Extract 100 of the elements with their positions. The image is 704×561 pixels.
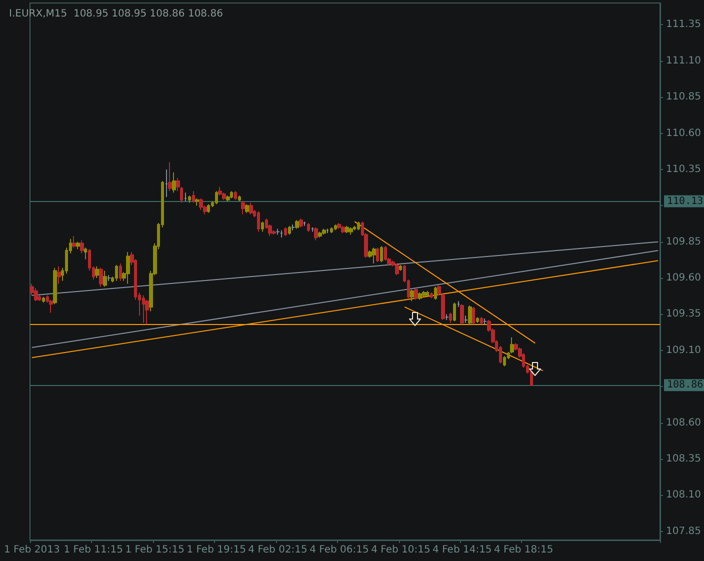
x-tick-label: 4 Feb 02:15 [248, 544, 308, 556]
candlestick [195, 198, 199, 206]
x-tick-label: 4 Feb 18:15 [494, 544, 554, 556]
y-tick-label: 109.10 [666, 344, 702, 356]
ref-line-label: 108.86 [667, 380, 704, 391]
candlestick [238, 195, 241, 202]
candlestick [299, 218, 303, 228]
x-tick-label: 4 Feb 10:15 [371, 544, 430, 556]
y-tick-label: 110.60 [666, 128, 702, 139]
candlestick [145, 299, 149, 325]
y-tick-label: 108.60 [666, 417, 702, 428]
candlestick [241, 200, 245, 215]
candlestick [372, 247, 376, 264]
candlestick [107, 274, 111, 282]
candlestick [330, 226, 333, 234]
candlestick [218, 186, 222, 196]
candlestick [230, 190, 233, 199]
text: I.EURX,M15 108.95 108.95 108.86 108.86 [9, 8, 223, 20]
x-tick-label: 1 Feb 2013 [4, 544, 60, 556]
candlestick [430, 292, 433, 299]
y-tick-label: 111.10 [666, 55, 702, 66]
candlestick [276, 228, 280, 236]
y-tick-label: 109.60 [666, 272, 702, 284]
y-tick-label: 110.35 [666, 164, 702, 175]
y-tick-label: 107.85 [666, 526, 702, 537]
candlestick [480, 316, 483, 325]
candlestick [257, 210, 260, 232]
candlestick [34, 288, 38, 302]
ref-line-label: 110.13 [667, 196, 704, 207]
candlestick [349, 226, 353, 236]
candlestick [284, 226, 287, 237]
candlestick [337, 222, 341, 230]
y-tick-label: 111.35 [666, 19, 702, 30]
y-tick-label: 108.10 [666, 490, 702, 501]
candlestick [288, 225, 291, 236]
candlestick [464, 315, 468, 324]
candlestick [249, 202, 253, 215]
candlestick [434, 286, 437, 300]
candlestick [376, 247, 379, 263]
candlestick [307, 222, 310, 232]
candlestick [280, 230, 283, 238]
candlestick [261, 221, 264, 232]
candlestick [422, 290, 426, 298]
candlestick [184, 192, 187, 202]
candlestick [245, 204, 249, 214]
candlestick [395, 263, 399, 276]
candlestick [483, 318, 487, 325]
x-tick-label: 4 Feb 14:15 [432, 544, 492, 556]
candlestick [460, 304, 464, 325]
candlestick [503, 356, 506, 367]
candlestick [472, 306, 475, 325]
candlestick [84, 247, 87, 260]
candlestick [165, 168, 168, 198]
candlestick [57, 266, 61, 284]
candlestick [345, 225, 349, 234]
candlestick [322, 228, 326, 236]
candlestick [426, 290, 429, 298]
candlestick [95, 266, 99, 279]
candlestick [199, 198, 203, 210]
x-tick-label: 1 Feb 15:15 [125, 544, 184, 556]
candlestick [418, 292, 422, 300]
candlestick [384, 246, 387, 262]
x-tick-label: 1 Feb 19:15 [186, 544, 246, 556]
candlestick [103, 270, 107, 288]
candlestick [80, 240, 84, 254]
candlestick [410, 289, 414, 302]
y-tick-label: 108.35 [666, 453, 702, 464]
candlestick [445, 314, 449, 320]
candlestick [314, 226, 318, 241]
candlestick [399, 264, 402, 272]
candlestick [468, 305, 472, 325]
candlestick [291, 224, 295, 231]
candlestick [334, 224, 337, 231]
candlestick [142, 294, 145, 324]
candlestick [126, 251, 130, 284]
candlestick [168, 162, 172, 192]
candlestick [42, 296, 45, 304]
y-tick-label: 109.85 [666, 236, 702, 248]
candlestick [192, 190, 195, 204]
candlestick [341, 225, 345, 234]
candlestick [207, 204, 210, 214]
candlestick [353, 225, 356, 231]
candlestick [453, 302, 456, 322]
x-tick-label: 1 Feb 11:15 [64, 544, 124, 556]
candlestick [234, 190, 237, 200]
candlestick [414, 288, 418, 300]
candlestick [172, 172, 176, 194]
candlestick [449, 312, 452, 324]
candlestick [119, 263, 122, 282]
candlestick [188, 195, 191, 204]
candlestick [457, 300, 460, 308]
candlestick [49, 299, 53, 314]
candlestick [295, 220, 299, 230]
candlestick [72, 236, 76, 248]
candlestick [318, 231, 322, 238]
candlestick [357, 221, 360, 231]
x-tick-label: 4 Feb 06:15 [310, 544, 369, 556]
candlestick [380, 246, 383, 263]
candlestick [115, 264, 118, 282]
candlestick [215, 190, 218, 205]
